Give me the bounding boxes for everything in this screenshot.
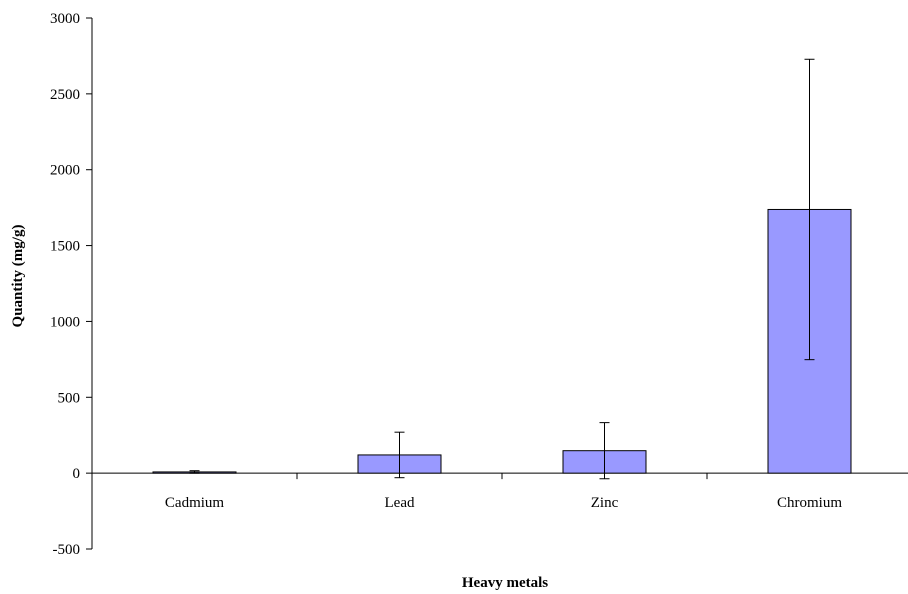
x-axis: Cadmium Lead Zinc Chromium (91, 472, 908, 511)
y-tick-label: 3000 (50, 11, 80, 27)
x-tick-label-cadmium: Cadmium (165, 495, 224, 511)
x-tick-label-zinc: Zinc (591, 495, 619, 511)
x-tick-label-chromium: Chromium (777, 495, 842, 511)
y-tick-label: 2500 (50, 87, 80, 103)
y-axis: 3000 2500 2000 1500 1000 500 0 -500 (50, 11, 93, 558)
y-tick-label: 1000 (50, 314, 80, 330)
y-tick-label: 1500 (50, 239, 80, 255)
error-bars (189, 58, 815, 480)
y-tick-label: 2000 (50, 163, 80, 179)
y-tick-label: -500 (53, 542, 81, 558)
y-axis-title: Quantity (mg/g) (10, 225, 26, 328)
y-tick-label: 500 (58, 390, 81, 406)
x-axis-title: Heavy metals (462, 575, 548, 591)
y-tick-label: 0 (73, 466, 81, 482)
x-tick-label-lead: Lead (385, 495, 415, 511)
bars (152, 208, 852, 474)
